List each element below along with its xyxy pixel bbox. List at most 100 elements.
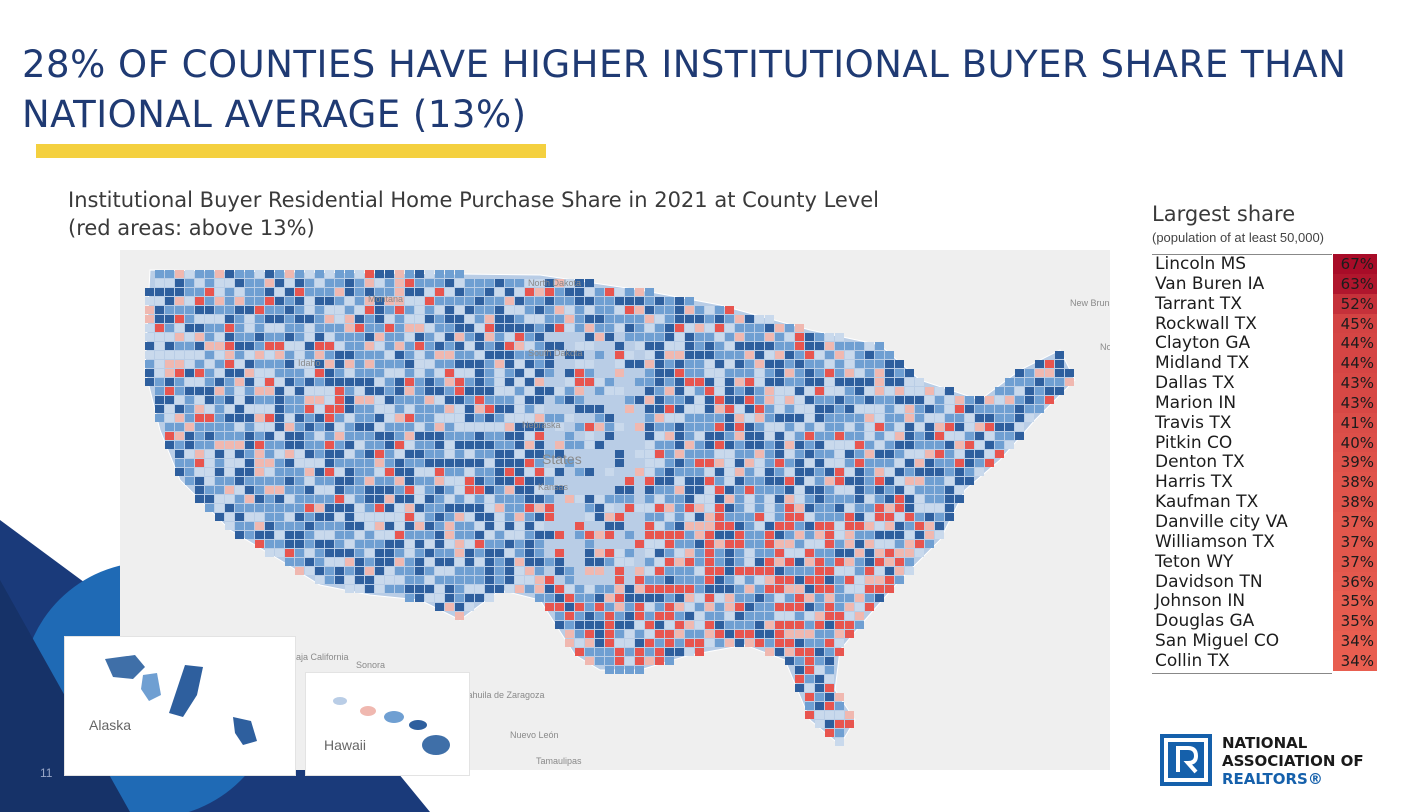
county-cell	[665, 594, 674, 602]
county-cell	[785, 333, 794, 341]
county-cell	[395, 396, 404, 404]
county-cell	[375, 333, 384, 341]
county-cell	[235, 369, 244, 377]
county-cell	[605, 657, 614, 665]
county-cell	[495, 486, 504, 494]
county-cell	[255, 333, 264, 341]
county-cell	[475, 432, 484, 440]
county-cell	[465, 360, 474, 368]
county-cell	[425, 513, 434, 521]
county-cell	[295, 441, 304, 449]
county-cell	[815, 423, 824, 431]
county-cell	[265, 486, 274, 494]
county-cell	[545, 477, 554, 485]
county-cell	[715, 333, 724, 341]
county-cell	[155, 378, 164, 386]
county-cell	[375, 342, 384, 350]
county-cell	[815, 351, 824, 359]
county-cell	[665, 360, 674, 368]
county-cell	[795, 441, 804, 449]
county-cell	[945, 387, 954, 395]
county-cell	[285, 324, 294, 332]
county-cell	[225, 495, 234, 503]
county-cell	[525, 369, 534, 377]
county-cell	[825, 342, 834, 350]
county-cell	[395, 468, 404, 476]
county-cell	[715, 477, 724, 485]
county-cell	[475, 477, 484, 485]
county-cell	[745, 441, 754, 449]
county-cell	[605, 666, 614, 674]
county-cell	[515, 468, 524, 476]
county-cell	[165, 423, 174, 431]
county-cell	[845, 405, 854, 413]
county-cell	[625, 333, 634, 341]
ranking-share: 35%	[1333, 611, 1377, 632]
county-cell	[315, 351, 324, 359]
county-cell	[905, 531, 914, 539]
county-cell	[395, 477, 404, 485]
county-cell	[615, 585, 624, 593]
county-cell	[365, 297, 374, 305]
county-cell	[295, 513, 304, 521]
county-cell	[345, 387, 354, 395]
county-cell	[525, 378, 534, 386]
county-cell	[795, 423, 804, 431]
county-cell	[695, 387, 704, 395]
county-cell	[235, 324, 244, 332]
county-cell	[395, 333, 404, 341]
county-cell	[765, 639, 774, 647]
ranking-row: Teton WY 37%	[1152, 551, 1380, 572]
county-cell	[855, 522, 864, 530]
county-cell	[835, 612, 844, 620]
county-cell	[355, 576, 364, 584]
county-cell	[675, 459, 684, 467]
county-cell	[525, 333, 534, 341]
county-cell	[635, 450, 644, 458]
county-cell	[645, 378, 654, 386]
ranking-share: 40%	[1333, 432, 1377, 453]
county-cell	[845, 621, 854, 629]
county-cell	[845, 720, 854, 728]
county-cell	[865, 369, 874, 377]
county-cell	[515, 522, 524, 530]
county-cell	[875, 414, 884, 422]
county-cell	[745, 531, 754, 539]
county-cell	[275, 495, 284, 503]
county-cell	[225, 369, 234, 377]
county-cell	[515, 306, 524, 314]
county-cell	[845, 630, 854, 638]
county-cell	[465, 603, 474, 611]
county-cell	[825, 432, 834, 440]
county-cell	[405, 369, 414, 377]
county-cell	[875, 369, 884, 377]
county-cell	[425, 297, 434, 305]
county-cell	[505, 405, 514, 413]
county-cell	[225, 513, 234, 521]
county-cell	[265, 441, 274, 449]
county-cell	[175, 369, 184, 377]
county-cell	[565, 315, 574, 323]
county-cell	[785, 621, 794, 629]
county-cell	[645, 324, 654, 332]
county-cell	[605, 648, 614, 656]
county-cell	[605, 630, 614, 638]
county-cell	[795, 630, 804, 638]
ranking-row: Lincoln MS 67%	[1152, 254, 1380, 274]
county-cell	[345, 378, 354, 386]
county-cell	[465, 351, 474, 359]
county-cell	[275, 378, 284, 386]
county-cell	[735, 585, 744, 593]
county-cell	[385, 279, 394, 287]
county-cell	[405, 324, 414, 332]
county-cell	[935, 459, 944, 467]
county-cell	[425, 441, 434, 449]
county-cell	[1005, 423, 1014, 431]
county-cell	[755, 378, 764, 386]
county-cell	[615, 558, 624, 566]
county-cell	[925, 405, 934, 413]
county-cell	[535, 288, 544, 296]
county-cell	[625, 324, 634, 332]
county-cell	[825, 369, 834, 377]
county-cell	[675, 567, 684, 575]
